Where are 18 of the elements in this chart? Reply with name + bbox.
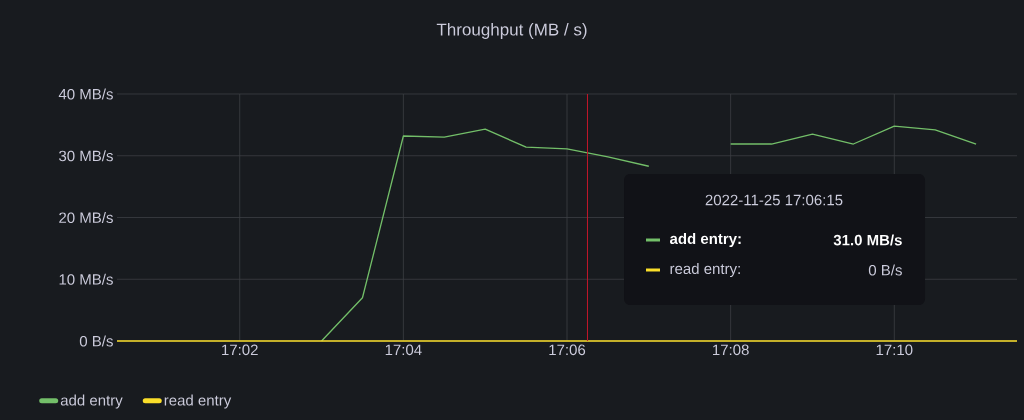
annotation: add entry: bbox=[669, 233, 741, 247]
annotation: 0 B/s bbox=[868, 264, 902, 276]
legend-label: read entry bbox=[164, 394, 232, 409]
annotation: read entry: bbox=[670, 263, 740, 277]
legend-label: add entry bbox=[60, 394, 123, 409]
annotation: 2022-11-25 17:06:15 bbox=[705, 194, 843, 206]
x-tick-label: 17:04 bbox=[385, 344, 422, 356]
x-tick-label: 17:06 bbox=[549, 344, 586, 356]
annotation: 31.0 MB/s bbox=[833, 234, 902, 246]
y-tick-label: 40 MB/s bbox=[58, 88, 113, 100]
chart-title: Throughput (MB / s) bbox=[436, 23, 587, 39]
y-tick-label: 0 B/s bbox=[79, 335, 113, 347]
x-tick-label: 17:10 bbox=[876, 344, 913, 356]
x-tick-label: 17:02 bbox=[222, 344, 258, 356]
y-tick-label: 20 MB/s bbox=[59, 211, 113, 223]
y-tick-label: 10 MB/s bbox=[59, 273, 113, 285]
y-tick-label: 30 MB/s bbox=[59, 150, 113, 162]
x-tick-label: 17:08 bbox=[713, 344, 749, 356]
